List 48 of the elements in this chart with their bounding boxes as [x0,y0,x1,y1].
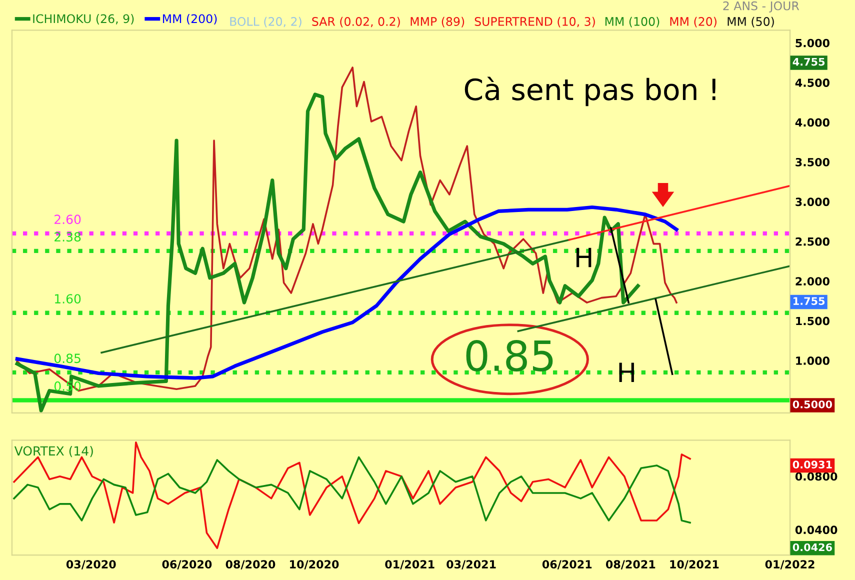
ref-line-label: 2.60 [54,214,81,224]
annotation: H [576,248,592,268]
line-series [13,441,691,550]
x-tick-label: 03/2021 [446,560,496,570]
y-tick-label: 3.000 [796,198,830,206]
chart-title: VORTEX (14) [14,446,93,458]
text: 0.5000 [792,400,832,408]
text: MM (20) [670,16,716,28]
y-tick-label: 1.000 [796,356,830,365]
ref-line-label: 2.38 [54,232,81,242]
ref-line-label: 1.60 [55,294,81,304]
y-tick-label: 2.000 [796,277,830,286]
x-tick-label: 08/2020 [226,560,276,570]
text: MM (50) [728,16,774,28]
x-tick-label: 10/2020 [290,560,339,570]
legend-label: MM (200) [162,14,217,25]
text: MMP (89) [410,16,464,28]
line-series [15,205,678,380]
x-tick-label: 06/2021 [542,560,592,570]
y-tick-label: 4.500 [795,78,830,87]
y-tick-label: 4.000 [795,118,830,127]
legend-label: ICHIMOKU (26, 9) [33,14,134,25]
text: BOLL (20, 2) [230,16,302,28]
text: MM (100) [605,16,660,28]
annotation: 0.85 [466,340,553,372]
x-tick-label: 01/2022 [765,560,814,570]
y-tick-label: 1.500 [796,316,830,326]
text: 0.0426 [792,543,832,552]
text: 2 ANS - JOUR [723,1,800,12]
x-tick-label: 08/2021 [606,560,656,570]
x-tick-label: 06/2020 [162,560,212,570]
annotation: Cà sent pas bon ! [464,76,716,106]
text: SUPERTREND (10, 3) [474,16,595,28]
annotation: H [619,362,634,382]
y-tick-label: 0.0800 [795,472,838,481]
x-tick-label: 03/2020 [66,560,116,570]
y-tick-label: 0.0400 [795,526,838,534]
y-tick-label: 2.500 [796,237,830,246]
x-tick-label: 01/2021 [385,560,434,570]
x-tick-label: 10/2021 [670,560,719,570]
text: 0.0931 [792,460,832,469]
text: SAR (0.02, 0.2) [312,16,400,28]
line-series [13,456,691,524]
text: 1.755 [794,297,825,305]
text: 4.755 [792,58,825,66]
ref-line-label: 0.85 [54,354,80,364]
y-tick-label: 5.000 [796,38,830,48]
y-tick-label: 3.500 [796,158,830,166]
